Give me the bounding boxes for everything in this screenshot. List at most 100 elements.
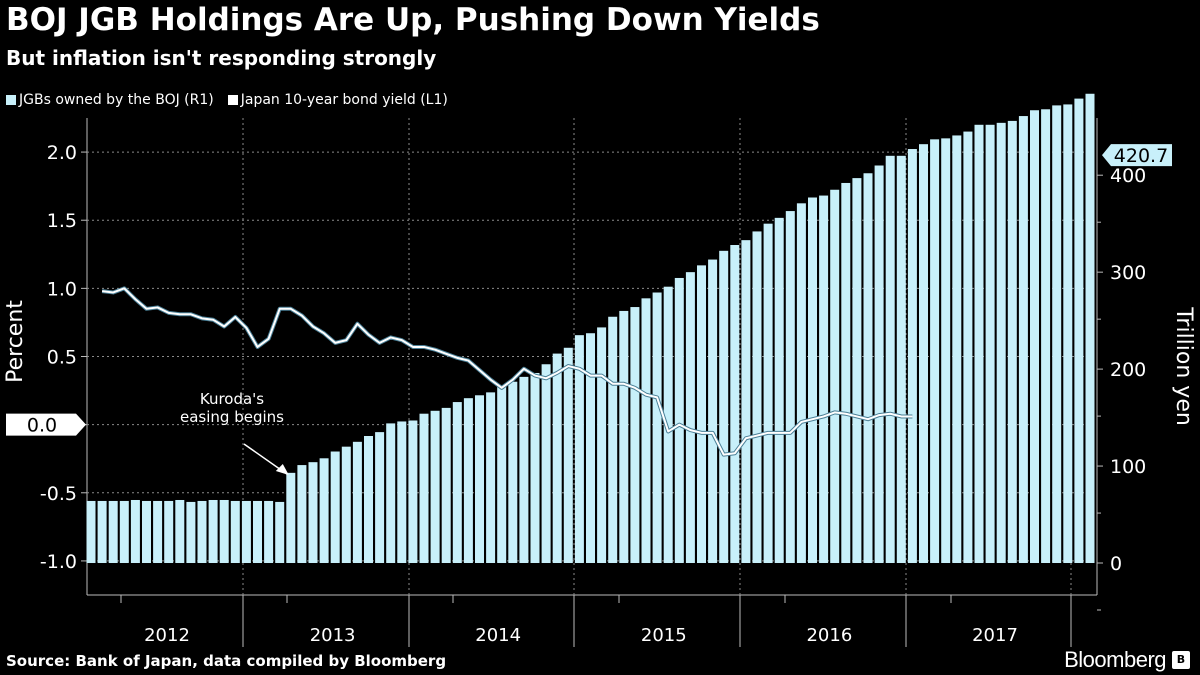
left-axis-title: Percent <box>3 300 28 383</box>
right-tick-label: 100 <box>1110 456 1146 478</box>
bar <box>763 223 773 564</box>
bar <box>674 277 684 564</box>
bar <box>230 500 240 564</box>
bar <box>974 124 984 564</box>
bar <box>330 451 340 564</box>
bar <box>852 178 862 564</box>
bar <box>896 155 906 564</box>
bar <box>241 500 251 564</box>
bar <box>508 381 518 564</box>
bar <box>1085 93 1095 564</box>
bar <box>208 499 218 564</box>
bar <box>108 500 118 564</box>
bar <box>808 197 817 564</box>
bar <box>719 250 729 564</box>
bar <box>941 138 951 564</box>
source-note: Source: Bank of Japan, data compiled by … <box>6 652 447 670</box>
bar <box>1041 109 1051 564</box>
bar <box>919 144 928 564</box>
chart-subtitle: But inflation isn't responding strongly <box>6 46 437 70</box>
bar <box>885 155 895 564</box>
legend-item-bars: JGBs owned by the BOJ (R1) <box>6 92 214 108</box>
bar <box>641 298 651 564</box>
bar <box>663 286 673 564</box>
bar <box>297 465 307 564</box>
bar <box>930 139 940 564</box>
bar <box>86 500 96 564</box>
bar <box>1018 116 1028 564</box>
bar <box>341 446 351 564</box>
bar <box>874 165 884 564</box>
bar <box>186 501 196 564</box>
bar <box>907 149 917 564</box>
bar <box>1063 104 1073 564</box>
bar <box>130 499 140 564</box>
left-tick-label: 0.5 <box>47 347 77 369</box>
bar <box>785 211 795 564</box>
bar <box>563 347 573 564</box>
bar <box>386 423 396 564</box>
bar <box>175 499 185 564</box>
bar <box>519 376 529 564</box>
bar <box>1030 110 1039 564</box>
bar <box>863 173 873 564</box>
left-tick-label: -1.0 <box>40 551 77 573</box>
bar <box>275 501 285 564</box>
bar <box>164 500 174 564</box>
bar <box>452 402 462 564</box>
bar <box>497 386 507 564</box>
zero-value-flag <box>6 413 86 436</box>
bar <box>608 316 618 564</box>
bar <box>530 372 540 564</box>
x-tick-label: 2016 <box>806 625 852 646</box>
brand-badge-icon: B <box>1172 651 1190 669</box>
x-tick-label: 2017 <box>972 625 1018 646</box>
bar <box>319 458 329 564</box>
brand-logo: Bloomberg <box>1064 647 1166 672</box>
right-tick-label: 0 <box>1110 553 1122 575</box>
bar <box>574 335 584 564</box>
bar <box>1007 120 1017 564</box>
legend-item-line: Japan 10-year bond yield (L1) <box>227 92 448 108</box>
bar <box>819 195 829 564</box>
last-value-label: 420.7 <box>1114 145 1168 167</box>
bar <box>419 413 429 564</box>
bar <box>830 189 840 564</box>
legend-swatch-line <box>227 95 238 105</box>
right-axis-title: Trillion yen <box>1171 306 1196 426</box>
bar <box>741 240 751 564</box>
bar <box>597 327 607 564</box>
x-tick-label: 2013 <box>310 625 356 646</box>
annotation-arrowhead-icon <box>275 464 289 475</box>
right-tick-label: 300 <box>1110 262 1146 284</box>
bar <box>486 392 496 564</box>
bar <box>619 310 629 564</box>
bar <box>1074 98 1084 564</box>
bar <box>796 203 806 564</box>
chart-title: BOJ JGB Holdings Are Up, Pushing Down Yi… <box>6 2 820 38</box>
legend: JGBs owned by the BOJ (R1) Japan 10-year… <box>6 92 448 108</box>
bar <box>952 135 962 564</box>
bar <box>586 333 595 564</box>
last-value-flag <box>1102 144 1172 167</box>
bar <box>308 462 318 564</box>
right-tick-label: 200 <box>1110 359 1146 381</box>
bar <box>253 500 262 564</box>
bar <box>153 500 163 564</box>
left-tick-label: 2.0 <box>47 142 77 164</box>
bar <box>142 500 151 564</box>
bar <box>264 500 274 564</box>
zero-value-label: 0.0 <box>27 415 57 437</box>
x-tick-label: 2014 <box>475 625 521 646</box>
bar <box>408 420 418 564</box>
legend-swatch-bars <box>6 95 16 105</box>
bar <box>97 500 107 564</box>
right-tick-label: 400 <box>1110 165 1146 187</box>
bar <box>541 364 551 564</box>
bar <box>996 122 1006 564</box>
bar <box>697 265 706 564</box>
x-tick-label: 2015 <box>641 625 687 646</box>
bar <box>841 182 851 564</box>
bar <box>985 124 995 564</box>
